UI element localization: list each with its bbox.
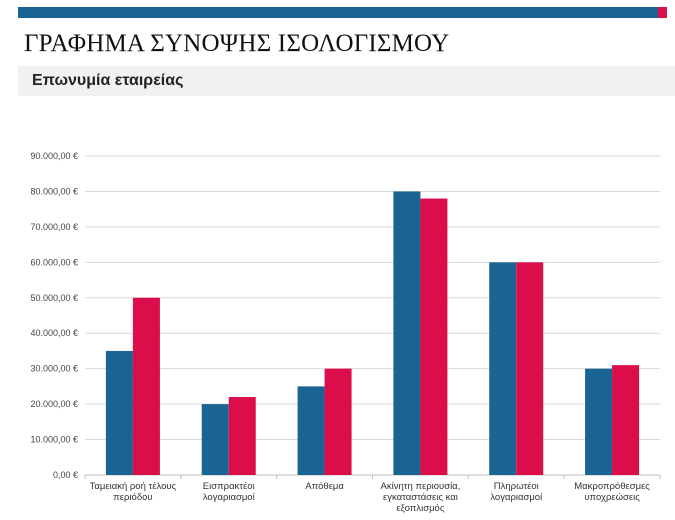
bar [393, 191, 421, 475]
x-category-label: Πληρωτέοι λογαριασμοί [490, 481, 543, 503]
bar [612, 365, 640, 475]
x-category-label-line: λογαριασμοί [203, 492, 256, 503]
x-category-label-line: περιόδου [113, 492, 152, 503]
bar [324, 368, 352, 475]
x-category-label: Ταμειακή ροή τέλους περιόδου [90, 481, 177, 503]
x-category-label-line: Εισπρακτέοι [203, 481, 255, 492]
bar [585, 368, 613, 475]
y-tick-label: 20.000,00 € [30, 399, 78, 409]
x-category-label: Μακροπρόθεσμες υποχρεώσεις [574, 481, 650, 503]
x-category-label-line: Ταμειακή ροή τέλους [90, 481, 177, 492]
x-category-label-line: υποχρεώσεις [584, 492, 640, 503]
y-tick-label: 50.000,00 € [30, 293, 78, 303]
x-category-label: Απόθεμα [305, 481, 344, 492]
y-tick-label: 10.000,00 € [30, 435, 78, 445]
bar [228, 397, 256, 475]
y-tick-label: 70.000,00 € [30, 222, 78, 232]
y-tick-label: 30.000,00 € [30, 364, 78, 374]
x-category-label-line: Πληρωτέοι [494, 481, 539, 492]
bar [297, 386, 325, 475]
x-category-label-line: Ακίνητη περιουσία, [381, 481, 461, 492]
x-category-label-line: Απόθεμα [305, 481, 344, 492]
top-accent-bar [18, 7, 667, 18]
x-category-label-line: εγκαταστάσεις και [383, 492, 458, 503]
company-name: Επωνυμία εταιρείας [32, 72, 184, 89]
x-category-label-line: Μακροπρόθεσμες [574, 481, 650, 492]
y-tick-label: 0,00 € [53, 470, 78, 480]
bar [201, 404, 229, 475]
bar [489, 262, 517, 475]
y-tick-label: 60.000,00 € [30, 257, 78, 267]
top-accent-bar-end [658, 7, 667, 18]
y-tick-label: 40.000,00 € [30, 328, 78, 338]
y-tick-label: 90.000,00 € [30, 151, 78, 161]
subtitle-band: Επωνυμία εταιρείας [18, 66, 675, 96]
page-title: ΓΡΑΦΗΜΑ ΣΥΝΟΨΗΣ ΙΣΟΛΟΓΙΣΜΟΥ [24, 30, 450, 57]
bar [516, 262, 544, 475]
x-category-label: Εισπρακτέοι λογαριασμοί [203, 481, 256, 503]
x-category-label-line: λογαριασμοί [490, 492, 543, 503]
x-category-label-line: εξοπλισμός [396, 503, 444, 514]
bar [420, 198, 448, 476]
bar [132, 297, 160, 475]
y-tick-label: 80.000,00 € [30, 186, 78, 196]
x-category-label: Ακίνητη περιουσία, εγκαταστάσεις και εξοπλ… [381, 481, 461, 514]
bar [105, 350, 133, 475]
